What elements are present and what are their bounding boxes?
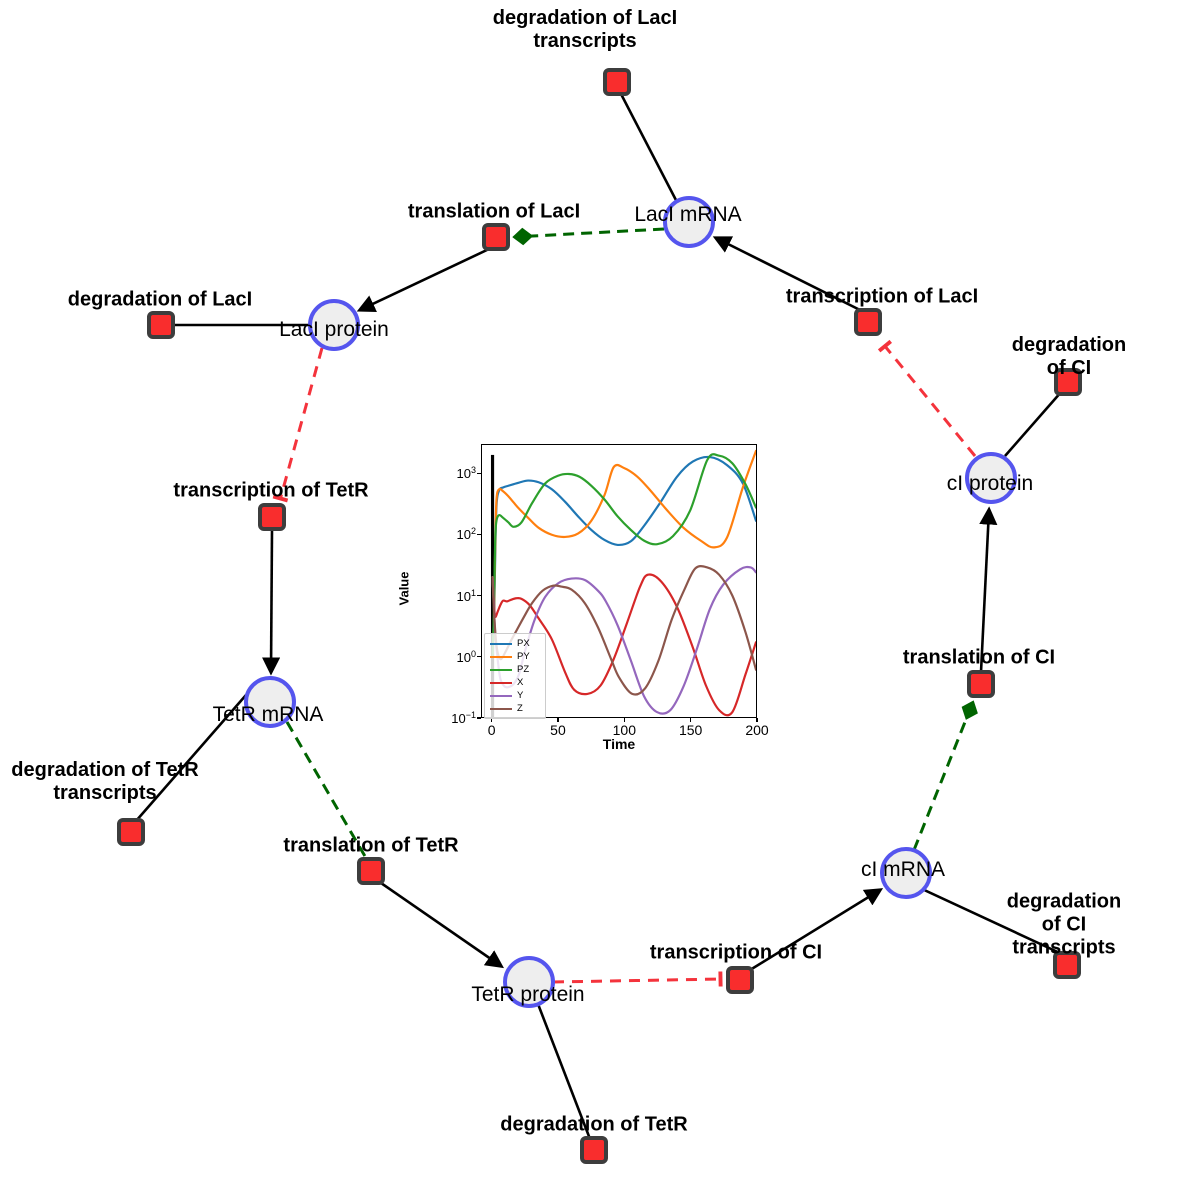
reaction-node-deg-ci[interactable]	[1054, 368, 1082, 396]
x-tick-label: 200	[745, 722, 769, 738]
y-tick-mark	[477, 656, 481, 658]
x-tick-label: 0	[487, 722, 496, 738]
reaction-node-deg-tetr-transcripts[interactable]	[117, 818, 145, 846]
edge-laci-protein-to-transcription-tetr	[272, 347, 324, 503]
x-tick-mark	[756, 718, 758, 722]
reaction-label-deg-ci-transcripts: degradation of CI transcripts	[1006, 890, 1122, 959]
edge-ci-protein-to-transcription-laci	[877, 339, 977, 457]
edge-deg-tetr-transcripts-to-tetr-mrna	[135, 686, 254, 822]
reaction-node-deg-laci[interactable]	[147, 311, 175, 339]
y-tick-label: 10−1	[451, 709, 476, 727]
legend-swatch-z	[490, 707, 512, 710]
legend-swatch-x	[490, 681, 512, 684]
x-axis-title: Time	[602, 736, 636, 752]
reaction-node-transcription-laci[interactable]	[854, 308, 882, 336]
y-tick-mark	[477, 594, 481, 597]
edge-tetr-mrna-to-translation-tetr	[285, 721, 368, 859]
x-tick-mark	[690, 718, 692, 722]
plot-legend: PX PY PZ X Y Z	[484, 633, 546, 719]
species-node-laci-mrna[interactable]	[663, 196, 715, 248]
y-tick-mark	[477, 533, 481, 536]
legend-label-px: PX	[517, 637, 530, 649]
reaction-label-transcription-ci: transcription of CI	[649, 941, 823, 964]
reaction-label-deg-laci: degradation of LacI	[67, 288, 253, 311]
timeseries-inset-plot: Value Time 10−1 100 101 102 103 0 50 100 150 200…	[397, 437, 769, 759]
species-node-laci-protein[interactable]	[308, 299, 360, 351]
series-line-x	[491, 573, 756, 717]
legend-swatch-pz	[490, 668, 512, 671]
legend-item-y[interactable]: Y	[488, 689, 542, 702]
reaction-label-translation-laci: translation of LacI	[407, 200, 581, 223]
species-node-ci-mrna[interactable]	[880, 847, 932, 899]
y-axis-title: Value	[396, 571, 412, 606]
legend-label-x: X	[517, 676, 524, 688]
species-node-ci-protein[interactable]	[965, 452, 1017, 504]
edge-translation-laci-to-laci-protein	[356, 247, 490, 313]
reaction-label-deg-ci: degradation of CI	[1011, 334, 1127, 379]
legend-item-py[interactable]: PY	[488, 650, 542, 663]
edge-laci-mrna-to-translation-laci	[512, 227, 665, 246]
plot-series-canvas	[490, 449, 756, 717]
legend-item-x[interactable]: X	[488, 676, 542, 689]
edge-tetr-protein-to-deg-tetr	[536, 1003, 592, 1140]
x-tick-mark	[623, 718, 625, 722]
species-node-tetr-mrna[interactable]	[244, 676, 296, 728]
edge-translation-tetr-to-tetr-protein	[380, 881, 504, 969]
reaction-label-transcription-tetr: transcription of TetR	[173, 479, 369, 502]
y-tick-label: 100	[456, 648, 476, 665]
legend-swatch-py	[490, 655, 512, 658]
y-tick-mark	[477, 472, 481, 474]
edge-tetr-protein-to-transcription-ci	[552, 971, 723, 987]
reaction-node-deg-tetr[interactable]	[580, 1136, 608, 1164]
legend-item-px[interactable]: PX	[488, 637, 542, 650]
legend-label-z: Z	[517, 702, 523, 714]
legend-item-pz[interactable]: PZ	[488, 663, 542, 676]
reaction-label-translation-ci: translation of CI	[902, 646, 1056, 669]
legend-label-y: Y	[517, 689, 524, 701]
reaction-label-transcription-laci: transcription of LacI	[785, 285, 979, 308]
reaction-node-layer	[117, 68, 1082, 1164]
edge-transcription-ci-to-ci-mrna	[749, 888, 884, 972]
reaction-label-deg-tetr-transcripts: degradation of TetR transcripts	[11, 759, 199, 804]
x-tick-mark	[557, 718, 559, 722]
reaction-node-translation-laci[interactable]	[482, 223, 510, 251]
edge-layer	[135, 91, 1063, 1140]
series-line-py	[491, 449, 756, 658]
reaction-node-deg-ci-transcripts[interactable]	[1053, 951, 1081, 979]
edge-deg-ci-to-ci-protein	[1004, 390, 1063, 457]
species-node-layer	[244, 196, 1017, 1008]
x-tick-mark	[491, 718, 493, 722]
y-tick-label: 101	[456, 587, 476, 604]
reaction-node-transcription-ci[interactable]	[726, 966, 754, 994]
edge-transcription-tetr-to-tetr-mrna	[262, 529, 281, 676]
reaction-label-translation-tetr: translation of TetR	[283, 834, 459, 857]
reaction-node-translation-tetr[interactable]	[357, 857, 385, 885]
reaction-label-deg-tetr: degradation of TetR	[500, 1113, 688, 1136]
legend-swatch-y	[490, 694, 512, 697]
y-tick-mark	[477, 717, 481, 719]
legend-swatch-px	[490, 642, 512, 645]
reaction-node-deg-laci-transcripts[interactable]	[603, 68, 631, 96]
edge-ci-mrna-to-deg-ci-transcripts	[921, 887, 1063, 956]
reaction-node-transcription-tetr[interactable]	[258, 503, 286, 531]
y-tick-label: 102	[456, 526, 476, 543]
species-node-tetr-protein[interactable]	[503, 956, 555, 1008]
legend-label-py: PY	[517, 650, 530, 662]
legend-item-z[interactable]: Z	[488, 702, 542, 715]
x-tick-label: 50	[550, 722, 566, 738]
y-tick-label: 103	[456, 465, 476, 482]
series-line-pz	[491, 453, 756, 658]
edge-translation-ci-to-ci-protein	[979, 506, 998, 673]
edge-transcription-laci-to-laci-mrna	[712, 236, 863, 313]
edge-ci-mrna-to-translation-ci	[912, 700, 978, 851]
reaction-label-deg-laci-transcripts: degradation of LacI transcripts	[492, 7, 678, 52]
x-tick-label: 150	[678, 722, 703, 738]
x-tick-label: 100	[612, 722, 636, 738]
edge-deg-laci-transcripts-to-laci-mrna	[618, 91, 680, 205]
reaction-node-translation-ci[interactable]	[967, 670, 995, 698]
legend-label-pz: PZ	[517, 663, 530, 675]
